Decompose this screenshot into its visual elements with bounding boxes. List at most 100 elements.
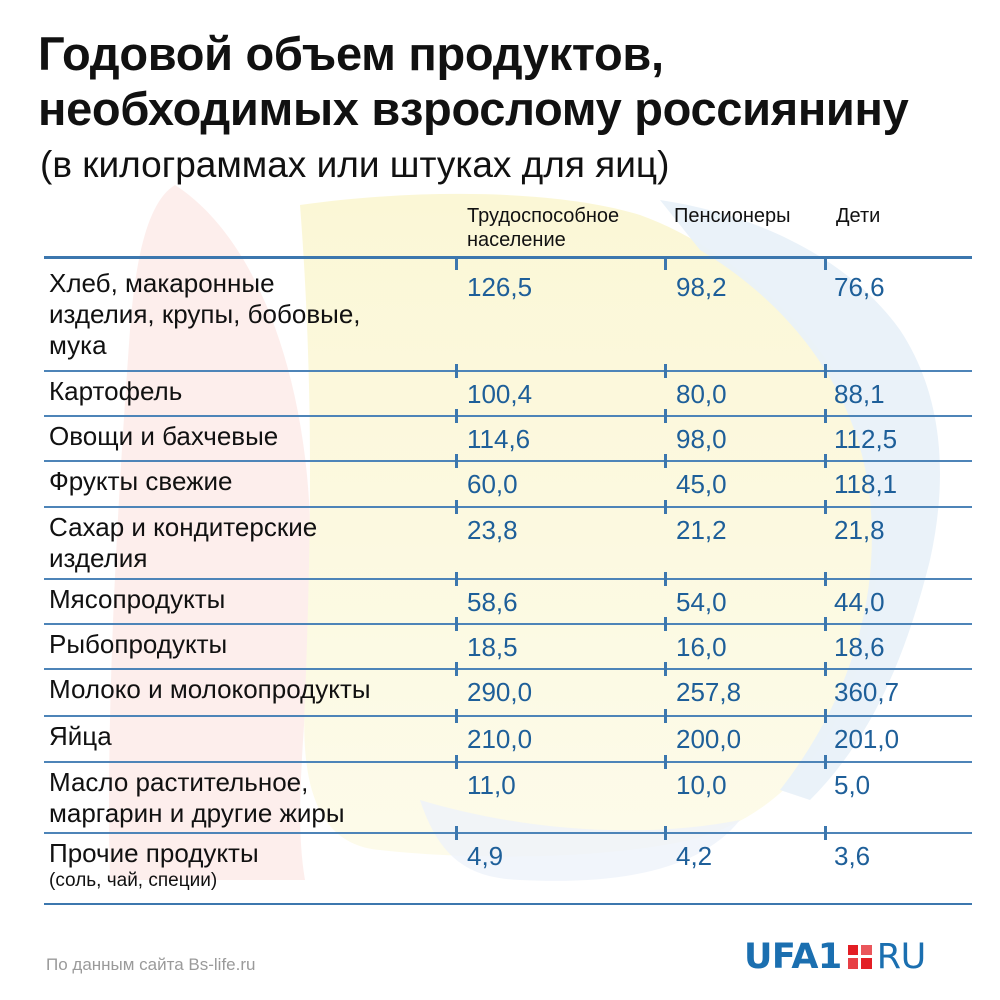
column-header-line: Пенсионеры <box>674 205 791 227</box>
table-row: Яйца 210,0 200,0 201,0 <box>44 709 972 761</box>
row-label-line: Масло растительное, <box>49 767 309 797</box>
row-label-line: мука <box>49 330 107 360</box>
table-row: Рыбопродукты 18,5 16,0 18,6 <box>44 617 972 668</box>
row-label-line: Сахар и кондитерские <box>49 512 318 542</box>
column-header-line: Трудоспособное <box>467 205 620 227</box>
column-tick <box>455 662 458 676</box>
value-cell: 98,2 <box>676 272 727 302</box>
column-tick <box>664 826 667 840</box>
row-label-line: маргарин и другие жиры <box>49 798 345 828</box>
row-label-line: изделия, крупы, бобовые, <box>49 299 361 329</box>
row-label-line: Овощи и бахчевые <box>49 421 279 451</box>
row-label: Рыбопродукты <box>49 629 227 660</box>
column-tick <box>824 454 827 468</box>
value-cell: 4,9 <box>467 841 504 871</box>
table-row: Хлеб, макаронные изделия, крупы, бобовые,… <box>44 256 972 370</box>
value-cell: 210,0 <box>467 724 533 754</box>
row-divider <box>44 623 972 625</box>
column-tick <box>664 454 667 468</box>
page-subtitle: (в килограммах или штуках для яиц) <box>40 144 670 185</box>
column-tick <box>824 256 827 270</box>
row-label-line: Молоко и молокопродукты <box>49 674 371 704</box>
table-row: Фрукты свежие 60,0 45,0 118,1 <box>44 454 972 506</box>
value-cell: 4,2 <box>676 841 713 871</box>
red-square-mark-icon <box>847 945 872 969</box>
column-tick <box>824 572 827 586</box>
value-cell: 3,6 <box>834 841 871 871</box>
value-cell: 118,1 <box>834 469 898 499</box>
column-tick <box>664 256 667 270</box>
column-tick <box>455 454 458 468</box>
row-label: Хлеб, макаронные изделия, крупы, бобовые,… <box>49 268 361 361</box>
table-row: Прочие продукты (соль, чай, специи) 4,9 4,2… <box>44 826 972 903</box>
row-label: Фрукты свежие <box>49 466 233 497</box>
column-tick <box>664 500 667 514</box>
row-label-line: Яйца <box>49 721 112 751</box>
table-row: Молоко и молокопродукты 290,0 257,8 360,7 <box>44 662 972 715</box>
table-row: Картофель 100,4 80,0 88,1 <box>44 364 972 415</box>
value-cell: 23,8 <box>467 515 518 545</box>
column-tick <box>824 662 827 676</box>
column-tick <box>455 500 458 514</box>
row-label: Мясопродукты <box>49 584 225 615</box>
row-divider <box>44 715 972 717</box>
title-line: Годовой объем продуктов, <box>38 27 664 80</box>
value-cell: 21,2 <box>676 515 727 545</box>
row-label: Картофель <box>49 376 182 407</box>
table-row: Масло растительное, маргарин и другие жир… <box>44 755 972 832</box>
value-cell: 201,0 <box>834 724 900 754</box>
row-label: Масло растительное, маргарин и другие жир… <box>49 767 345 829</box>
logo-main-text: UFA1 <box>744 937 842 977</box>
column-tick <box>455 409 458 423</box>
row-label-line: Хлеб, макаронные <box>49 268 275 298</box>
column-tick <box>455 256 458 270</box>
column-tick <box>824 617 827 631</box>
value-cell: 10,0 <box>676 770 727 800</box>
column-tick <box>824 364 827 378</box>
row-divider <box>44 832 972 834</box>
table-row: Сахар и кондитерские изделия 23,8 21,2 21,8 <box>44 500 972 578</box>
title-line: необходимых взрослому россиянину <box>38 82 909 135</box>
row-divider <box>44 761 972 763</box>
value-cell: 18,5 <box>467 632 518 662</box>
value-cell: 100,4 <box>467 379 533 409</box>
value-cell: 16,0 <box>676 632 727 662</box>
value-cell: 11,0 <box>467 770 516 800</box>
value-cell: 360,7 <box>834 677 900 707</box>
column-tick <box>824 826 827 840</box>
column-tick <box>824 500 827 514</box>
row-label-line: Фрукты свежие <box>49 466 233 496</box>
table-header-divider <box>44 256 972 259</box>
column-tick <box>664 755 667 769</box>
row-label-line: Прочие продукты <box>49 838 259 868</box>
value-cell: 290,0 <box>467 677 533 707</box>
row-label: Молоко и молокопродукты <box>49 674 371 705</box>
column-header-working: Трудоспособное население <box>467 204 619 252</box>
value-cell: 112,5 <box>834 424 898 454</box>
row-label: Яйца <box>49 721 112 752</box>
column-tick <box>455 364 458 378</box>
value-cell: 5,0 <box>834 770 871 800</box>
row-label: Прочие продукты (соль, чай, специи) <box>49 838 259 893</box>
row-label-line: Рыбопродукты <box>49 629 228 659</box>
column-tick <box>824 755 827 769</box>
row-divider <box>44 668 972 670</box>
row-label-line: изделия <box>49 543 148 573</box>
column-tick <box>664 709 667 723</box>
value-cell: 88,1 <box>834 379 885 409</box>
column-tick <box>455 572 458 586</box>
page-title: Годовой объем продуктов, необходимых взр… <box>38 26 978 136</box>
column-tick <box>824 709 827 723</box>
table-bottom-divider <box>44 903 972 905</box>
row-divider <box>44 506 972 508</box>
row-label-line: Мясопродукты <box>49 584 226 614</box>
column-header-line: Дети <box>836 205 881 227</box>
value-cell: 45,0 <box>676 469 727 499</box>
row-divider <box>44 578 972 580</box>
value-cell: 114,6 <box>467 424 531 454</box>
value-cell: 126,5 <box>467 272 533 302</box>
column-header-line: население <box>467 229 566 251</box>
value-cell: 200,0 <box>676 724 742 754</box>
ufa1-logo: UFA1 RU <box>744 937 926 977</box>
